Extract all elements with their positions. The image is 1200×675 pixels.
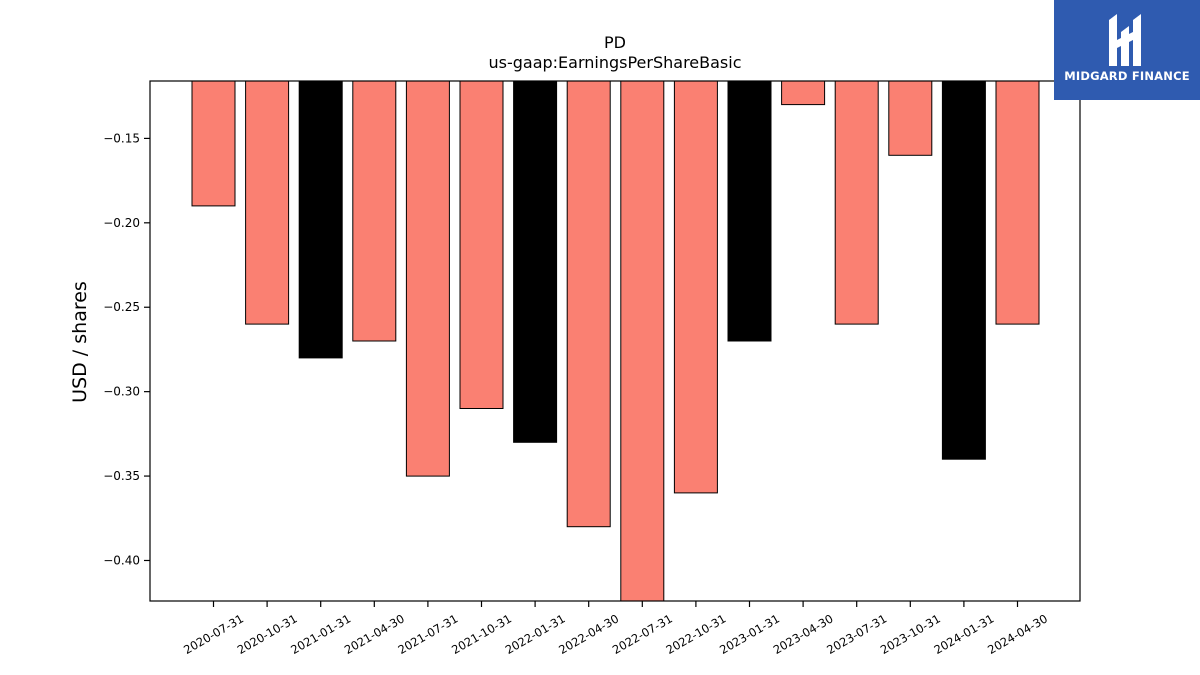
- plot-area: −0.15 −0.20 −0.25 −0.30 −0.35 −0.40 2020-07-31…: [103, 80, 1081, 657]
- bar-2020-10-31: [245, 81, 290, 325]
- x-tick-label: 2022-07-31: [610, 611, 675, 657]
- x-tick-label: 2022-10-31: [664, 611, 729, 657]
- y-tick-label: −0.25: [103, 300, 140, 314]
- x-tick-label: 2021-01-31: [288, 611, 353, 657]
- x-tick-label: 2020-07-31: [181, 611, 246, 657]
- x-tick-label: 2022-04-30: [556, 611, 621, 657]
- bar-2022-10-31: [673, 81, 718, 494]
- y-tick-label: −0.15: [103, 131, 140, 145]
- bar-2024-04-30: [995, 81, 1040, 325]
- x-tick-label: 2023-10-31: [878, 611, 943, 657]
- x-tick-label: 2023-01-31: [717, 611, 782, 657]
- chart-title: PD: [604, 33, 626, 52]
- bar-2022-07-31: [620, 81, 665, 601]
- x-tick-label: 2023-07-31: [824, 611, 889, 657]
- x-tick-label: 2024-01-31: [932, 611, 997, 657]
- bar-2022-04-30: [566, 81, 611, 528]
- y-tick-label: −0.40: [103, 553, 140, 567]
- y-axis-label: USD / shares: [69, 281, 91, 403]
- x-tick-label: 2023-04-30: [771, 611, 836, 657]
- chart-subtitle: us-gaap:EarningsPerShareBasic: [488, 53, 741, 72]
- bar-2022-01-31: [513, 81, 558, 443]
- bar-2023-04-30: [781, 81, 826, 106]
- logo-text: MIDGARD FINANCE: [1064, 69, 1190, 83]
- y-tick-label: −0.30: [103, 385, 140, 399]
- bar-2023-01-31: [727, 81, 772, 342]
- x-tick-label: 2021-10-31: [449, 611, 514, 657]
- bar-2021-01-31: [298, 81, 343, 359]
- x-tick-label: 2021-07-31: [396, 611, 461, 657]
- bar-2023-10-31: [888, 81, 933, 156]
- midgard-logo-mark-icon: [1109, 14, 1141, 66]
- bar-2023-07-31: [834, 81, 879, 325]
- bars: [191, 81, 1040, 601]
- midgard-finance-logo: MIDGARD FINANCE: [1054, 0, 1200, 100]
- bar-2021-10-31: [459, 81, 504, 409]
- y-tick-label: −0.35: [103, 469, 140, 483]
- x-tick-label: 2022-01-31: [503, 611, 568, 657]
- x-tick-label: 2024-04-30: [985, 611, 1050, 657]
- bar-2021-04-30: [352, 81, 397, 342]
- bar-2021-07-31: [405, 81, 450, 477]
- bar-2024-01-31: [941, 81, 986, 460]
- bar-2020-07-31: [191, 81, 236, 207]
- x-tick-label: 2020-10-31: [235, 611, 300, 657]
- axes-frame: [149, 80, 1081, 602]
- y-tick-label: −0.20: [103, 216, 140, 230]
- x-tick-label: 2021-04-30: [342, 611, 407, 657]
